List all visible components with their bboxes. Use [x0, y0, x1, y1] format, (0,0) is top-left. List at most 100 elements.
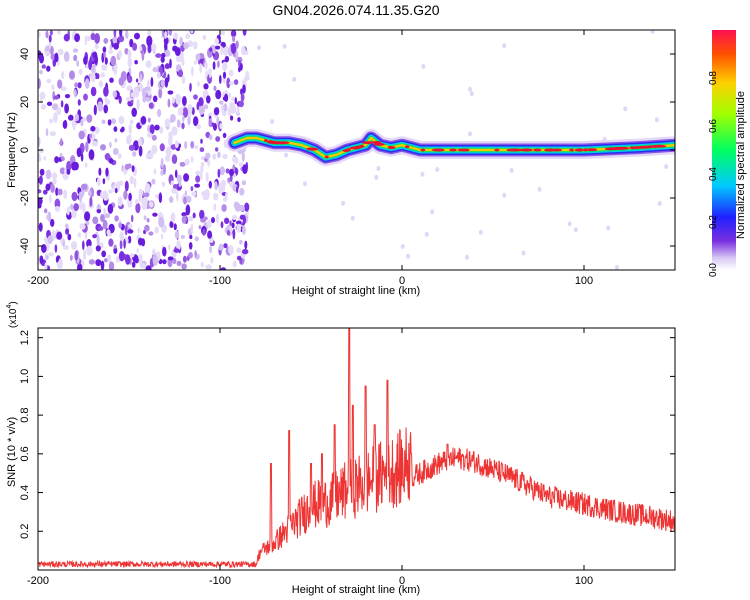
signal-track-peak [405, 145, 410, 149]
noise-blob [41, 64, 46, 69]
noise-blob [88, 149, 95, 161]
noise-blob [104, 191, 109, 201]
noise-blob [213, 192, 219, 200]
noise-blob [160, 169, 164, 176]
noise-blob [469, 91, 474, 97]
noise-blob [77, 82, 82, 89]
signal-track-peak [550, 148, 563, 152]
noise-blob [181, 215, 187, 224]
signal-track-peak [576, 148, 584, 152]
noise-blob [103, 37, 109, 44]
noise-blob [118, 251, 125, 262]
noise-blob [172, 184, 178, 189]
noise-blob [125, 96, 132, 102]
signal-track-peak [457, 148, 469, 152]
noise-blob [57, 79, 63, 89]
noise-blob [208, 69, 212, 79]
noise-blob [144, 86, 151, 92]
noise-blob [205, 264, 212, 270]
noise-blob [238, 66, 241, 73]
noise-blob [113, 42, 119, 50]
noise-blob [151, 144, 158, 154]
noise-blob [183, 42, 190, 50]
noise-blob [132, 151, 137, 157]
noise-blob [83, 249, 87, 261]
noise-blob [167, 73, 170, 83]
noise-blob [192, 212, 196, 219]
colorbar: 0.0 0.2 0.4 0.6 0.8 Normalized spectral ampl… [708, 30, 747, 277]
snr-y-tick-label: 0.6 [19, 446, 31, 461]
noise-blob [210, 256, 214, 264]
noise-blob [139, 73, 143, 82]
noise-blob [98, 80, 104, 88]
noise-blob [104, 258, 108, 263]
noise-blob [156, 71, 161, 79]
noise-blob [149, 124, 155, 135]
noise-blob [186, 195, 192, 203]
snr-y-ticks: 0.2 0.4 0.6 0.8 1.0 1.2 [19, 330, 675, 539]
noise-blob [221, 102, 224, 113]
noise-blob [234, 157, 239, 165]
noise-blob [219, 30, 226, 36]
spectrogram-y-ticks: -40 -20 0 20 40 [19, 48, 675, 254]
noise-blob [341, 200, 346, 206]
noise-blob [164, 49, 171, 57]
noise-blob [221, 204, 227, 212]
noise-blob [406, 253, 411, 259]
noise-blob [103, 213, 111, 219]
noise-blob [124, 225, 128, 236]
noise-blob [92, 234, 97, 239]
noise-blob [114, 138, 118, 143]
noise-blob [219, 74, 222, 84]
noise-blob [163, 164, 166, 175]
snr-panel: -200 -100 0 100 0.2 0.4 0.6 0.8 1.0 1.2 Height o… [6, 301, 676, 596]
noise-blob [118, 35, 125, 43]
noise-blob [54, 244, 58, 253]
noise-blob [303, 181, 307, 187]
noise-blob [208, 180, 212, 189]
noise-blob [152, 254, 158, 266]
noise-blob [119, 30, 123, 37]
noise-blob [102, 219, 108, 230]
noise-blob [125, 30, 129, 40]
noise-blob [203, 83, 209, 90]
noise-blob [129, 253, 135, 258]
noise-blob [84, 162, 88, 168]
noise-blob [93, 104, 97, 116]
noise-blob [160, 79, 165, 87]
noise-blob [54, 198, 61, 209]
noise-blob [478, 229, 483, 235]
noise-blob [236, 255, 242, 261]
noise-blob [197, 81, 200, 87]
signal-track-peak [387, 146, 396, 149]
noise-blob [194, 145, 199, 150]
noise-blob [136, 98, 140, 110]
snr-line [38, 328, 675, 569]
noise-blob [218, 243, 224, 251]
noise-blob [95, 245, 101, 252]
noise-blob [118, 115, 125, 125]
noise-blob [194, 236, 199, 242]
noise-blob [77, 263, 83, 270]
noise-blob [39, 69, 43, 75]
noise-blob [139, 45, 143, 52]
noise-blob [73, 122, 76, 131]
noise-blob [171, 96, 176, 104]
noise-blob [185, 204, 191, 216]
noise-blob [350, 215, 355, 221]
noise-blob [92, 51, 98, 59]
noise-blob [160, 56, 165, 63]
spectrogram-y-tick-label: 40 [19, 48, 31, 60]
noise-blob [38, 148, 45, 154]
noise-blob [209, 245, 213, 254]
noise-blob [468, 131, 472, 137]
noise-blob [176, 119, 181, 128]
noise-blob [76, 60, 80, 67]
colorbar-label: Normalized spectral amplitude [735, 91, 747, 239]
noise-blob [100, 214, 105, 222]
noise-blob [123, 238, 126, 249]
noise-blob [282, 43, 287, 49]
noise-blob [160, 233, 164, 240]
noise-blob [38, 197, 43, 206]
